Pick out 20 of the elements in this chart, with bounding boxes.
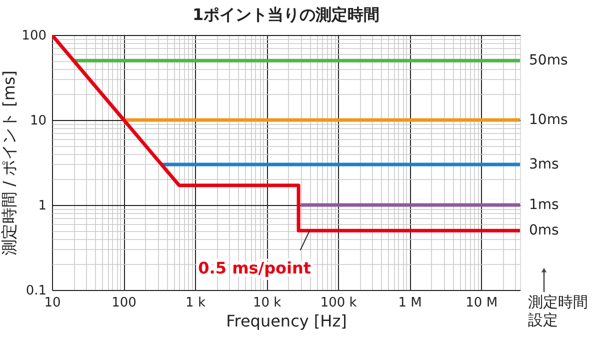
x-tick-label: 100 k (320, 296, 358, 310)
series-label: 3ms (529, 156, 559, 172)
series-label: 0ms (529, 222, 559, 239)
y-tick-label: 0.1 (26, 284, 46, 298)
series-label: 50ms (529, 52, 568, 69)
x-tick-label: 10 (44, 296, 61, 310)
series-label: 1ms (529, 197, 559, 213)
y-tick-label: 100 (22, 28, 46, 44)
x-tick-label: 100 (112, 296, 136, 310)
x-tick-label: 1 k (186, 296, 206, 310)
y-axis-title: 測定時間 / ポイント [ms] (0, 70, 19, 256)
series-label: 10ms (529, 112, 568, 128)
y-tick-label: 10 (30, 114, 46, 128)
x-tick-label: 10 k (252, 296, 282, 310)
x-axis-title: Frequency [Hz] (226, 312, 347, 330)
text: 測定時間設定 (528, 293, 588, 329)
x-tick-label: 1 M (398, 296, 422, 310)
chart-title: 1ポイント当りの測定時間 (192, 5, 380, 24)
y-tick-label: 1 (38, 198, 46, 214)
x-tick-label: 10 M (466, 296, 498, 310)
